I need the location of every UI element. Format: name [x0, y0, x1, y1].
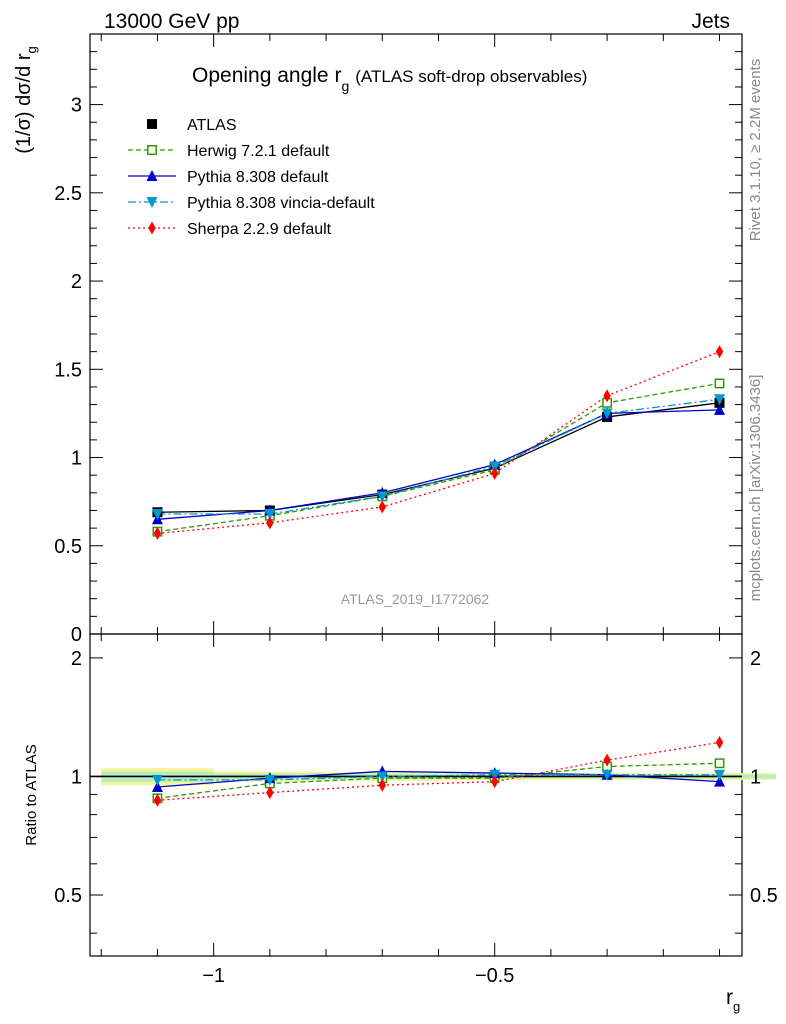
ratio-point-sherpa-2-2-9-default — [153, 793, 162, 807]
main-point-pythia-8-308-vincia-default — [264, 509, 276, 520]
ratio-y-tick-label-right: 0.5 — [750, 885, 778, 907]
main-y-tick-label: 2.5 — [54, 183, 82, 205]
main-point-sherpa-2-2-9-default — [153, 526, 162, 540]
main-line-atlas — [157, 402, 720, 513]
legend-label-pythia-8-308-default: Pythia 8.308 default — [187, 169, 329, 186]
legend-label-herwig-7-2-1-default: Herwig 7.2.1 default — [187, 143, 330, 160]
main-title-text: Opening angle r — [192, 64, 341, 87]
ratio-y-tick-label-left: 0.5 — [54, 885, 82, 907]
ratio-point-pythia-8-308-default — [151, 781, 163, 793]
main-y-tick-label: 1 — [71, 448, 82, 470]
main-point-pythia-8-308-vincia-default — [714, 394, 726, 406]
main-line-sherpa-2-2-9-default — [157, 351, 720, 535]
ratio-point-sherpa-2-2-9-default — [378, 778, 387, 792]
x-axis-label-text: r — [726, 986, 733, 1009]
main-point-pythia-8-308-vincia-default — [151, 509, 163, 520]
ratio-point-sherpa-2-2-9-default — [603, 753, 611, 767]
x-axis-label: rg — [726, 986, 740, 1014]
ratio-y-tick-label-right: 2 — [750, 648, 761, 670]
ratio-y-tick-label-right: 1 — [750, 766, 761, 788]
main-line-pythia-8-308-vincia-default — [157, 398, 720, 515]
main-y-label: (1/σ) dσ/d rg — [13, 46, 39, 154]
rivet-label: Rivet 3.1.10, ≥ 2.2M events — [747, 59, 764, 242]
ratio-y-label: Ratio to ATLAS — [23, 744, 40, 845]
ratio-point-herwig-7-2-1-default — [714, 758, 725, 769]
ratio-point-sherpa-2-2-9-default — [715, 735, 724, 749]
legend: ATLAS Herwig 7.2.1 default Pythia 8.308 de… — [128, 117, 375, 238]
ratio-point-pythia-8-308-default — [714, 775, 726, 787]
main-title: Opening angle rg (ATLAS soft-drop observa… — [192, 64, 587, 94]
ratio-point-pythia-8-308-vincia-default — [264, 774, 276, 786]
mcplots-label: mcplots.cern.ch [arXiv:1306.3436] — [747, 375, 764, 602]
legend-label-atlas: ATLAS — [187, 117, 237, 134]
ratio-point-pythia-8-308-vincia-default — [151, 774, 163, 786]
legend-marker-pythia-8-308-default — [146, 170, 158, 181]
legend-label-sherpa-2-2-9-default: Sherpa 2.2.9 default — [187, 221, 332, 238]
x-tick-label: −0.5 — [475, 965, 514, 987]
main-y-tick-label: 3 — [71, 95, 82, 117]
main-point-sherpa-2-2-9-default — [490, 466, 499, 480]
legend-marker-herwig-7-2-1-default — [147, 145, 157, 155]
main-series-group — [151, 345, 726, 540]
legend-marker-atlas — [147, 119, 157, 129]
process-label: Jets — [691, 10, 730, 33]
main-y-tick-label: 0.5 — [54, 536, 82, 558]
main-line-herwig-7-2-1-default — [157, 382, 720, 533]
ratio-point-pythia-8-308-vincia-default — [714, 769, 726, 781]
legend-marker-sherpa-2-2-9-default — [148, 221, 156, 235]
ratio-point-pythia-8-308-vincia-default — [601, 769, 613, 781]
main-title-note: (ATLAS soft-drop observables) — [355, 67, 587, 86]
main-y-tick-label: 2 — [71, 271, 82, 293]
main-point-sherpa-2-2-9-default — [715, 345, 724, 359]
main-point-pythia-8-308-vincia-default — [601, 408, 613, 420]
analysis-watermark: ATLAS_2019_I1772062 — [341, 591, 490, 607]
ratio-line-pythia-8-308-default — [157, 770, 720, 788]
ratio-point-pythia-8-308-vincia-default — [376, 771, 388, 783]
ratio-y-tick-label-left: 2 — [71, 648, 82, 670]
main-point-sherpa-2-2-9-default — [266, 516, 274, 530]
ratio-panel-frame — [89, 633, 743, 957]
main-title-subscript: g — [341, 78, 349, 94]
x-axis-label-subscript: g — [733, 999, 740, 1014]
main-y-label-subscript: g — [24, 46, 39, 53]
main-axis-ticks: 0 0.5 1 1.5 2 2.5 3 — [54, 33, 742, 646]
ratio-axis-ticks: 0.5 0.5 1 1 2 2 −1 −0.5 — [54, 634, 778, 987]
ratio-uncertainty-band — [90, 768, 776, 786]
main-y-tick-label: 1.5 — [54, 359, 82, 381]
ratio-series-group — [151, 735, 726, 807]
ratio-point-sherpa-2-2-9-default — [490, 775, 499, 789]
main-point-pythia-8-308-default — [714, 403, 726, 415]
main-y-label-text: (1/σ) dσ/d r — [13, 53, 35, 154]
main-point-pythia-8-308-vincia-default — [489, 461, 501, 473]
ratio-line-sherpa-2-2-9-default — [157, 741, 720, 801]
ratio-line-herwig-7-2-1-default — [157, 762, 720, 799]
main-point-pythia-8-308-vincia-default — [376, 491, 388, 503]
main-point-sherpa-2-2-9-default — [378, 500, 387, 514]
legend-label-pythia-8-308-vincia-default: Pythia 8.308 vincia-default — [187, 195, 375, 212]
ratio-line-pythia-8-308-vincia-default — [157, 774, 720, 781]
energy-label: 13000 GeV pp — [104, 10, 239, 33]
ratio-point-sherpa-2-2-9-default — [266, 786, 274, 800]
legend-marker-pythia-8-308-vincia-default — [146, 197, 158, 208]
main-y-tick-label: 0 — [71, 624, 82, 646]
x-tick-label: −1 — [202, 965, 225, 987]
main-line-pythia-8-308-default — [157, 409, 720, 520]
ratio-y-tick-label-left: 1 — [71, 766, 82, 788]
main-point-sherpa-2-2-9-default — [603, 389, 611, 403]
main-point-herwig-7-2-1-default — [714, 378, 725, 389]
